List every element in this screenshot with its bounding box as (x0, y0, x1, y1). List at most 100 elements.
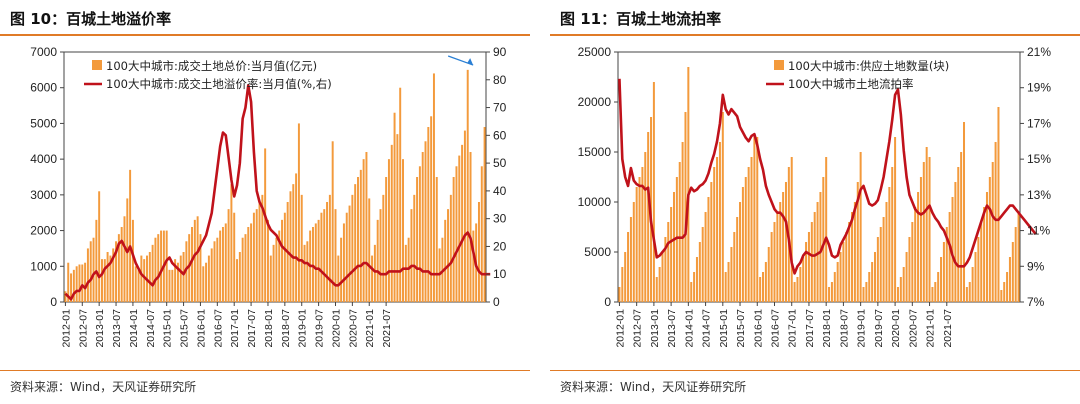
bar (638, 177, 641, 302)
bar (750, 157, 753, 302)
bar (323, 209, 326, 302)
bar (974, 252, 977, 302)
right-axis-tick-label: 90 (493, 45, 507, 59)
bar (281, 219, 284, 302)
legend: 100大中城市:成交土地总价:当月值(亿元) 100大中城市:成交土地溢价率:当月… (84, 59, 332, 91)
legend-line-label: 100大中城市土地流拍率 (788, 77, 913, 91)
bar (148, 252, 151, 302)
figure-title: 图 10：百城土地溢价率 (10, 10, 172, 28)
bar (807, 232, 810, 302)
legend-bar-swatch (92, 60, 102, 70)
legend-line-label: 100大中城市:成交土地溢价率:当月值(%,右) (106, 77, 332, 91)
bar (289, 191, 292, 302)
bar (965, 287, 968, 302)
bar (957, 167, 960, 302)
bar (873, 252, 876, 302)
bar (131, 219, 134, 302)
bar (101, 259, 103, 302)
legend-bar-label: 100大中城市:成交土地总价:当月值(亿元) (106, 59, 317, 73)
bar (272, 244, 275, 302)
bar (373, 244, 376, 302)
bar (236, 259, 239, 302)
bar (328, 194, 331, 302)
bar (379, 209, 382, 302)
left-axis-tick-label: 25000 (578, 45, 612, 59)
bar (258, 202, 261, 302)
bar (1014, 227, 1017, 302)
x-axis-tick-label: 2014-07 (701, 309, 713, 348)
x-axis-tick-label: 2018-07 (280, 309, 292, 348)
x-axis-tick-label: 2015-01 (718, 309, 730, 348)
bar (968, 282, 971, 302)
bar (449, 194, 452, 302)
bar (424, 141, 427, 302)
bar (106, 252, 109, 302)
bar (216, 237, 219, 302)
bar (997, 107, 1000, 302)
bar (72, 269, 75, 302)
right-axis-tick-label: 11% (1027, 224, 1050, 238)
title-rule (550, 34, 1080, 36)
bar (805, 242, 808, 302)
bar (84, 262, 87, 302)
bar (334, 209, 337, 302)
bar (816, 202, 819, 302)
bar (418, 166, 421, 302)
bar (165, 230, 168, 302)
left-axis-tick-label: 7000 (30, 45, 57, 59)
bar (233, 212, 236, 302)
bar (432, 73, 435, 303)
bar (842, 242, 845, 302)
bar (95, 219, 98, 302)
x-axis-tick-label: 2017-01 (787, 309, 799, 348)
bar (971, 267, 974, 302)
bar (647, 132, 650, 302)
bar (718, 142, 721, 302)
bar (357, 177, 359, 302)
bar-series (618, 67, 1020, 302)
bar (430, 116, 433, 302)
bar (416, 177, 419, 302)
legend-bar-label: 100大中城市:供应土地数量(块) (788, 59, 949, 73)
x-axis-tick-label: 2012-01 (614, 309, 626, 348)
bottom-rule (550, 370, 1080, 371)
right-axis-tick-label: 10 (493, 267, 507, 281)
bar (461, 144, 464, 302)
chart-panel-failed-auction: 图 11：百城土地流拍率 0 5000 10000 15000 20000 25000 7%… (550, 0, 1080, 404)
bar (687, 67, 690, 302)
bar (185, 241, 188, 302)
bar (753, 137, 756, 302)
bar (627, 232, 630, 302)
bar (81, 264, 84, 302)
bar (140, 255, 143, 302)
right-axis-tick-label: 80 (493, 73, 507, 87)
bar (730, 247, 733, 302)
bar (914, 207, 917, 302)
bar (376, 219, 379, 302)
right-axis-tick-label: 40 (493, 184, 507, 198)
bar (618, 287, 621, 302)
bar (919, 177, 922, 302)
bar (624, 252, 627, 302)
bar (402, 159, 404, 302)
bar (994, 142, 997, 302)
bar (472, 230, 475, 302)
line-series (64, 84, 491, 301)
bar (241, 237, 244, 302)
line-series (618, 78, 1037, 275)
bar (227, 209, 230, 302)
bar (359, 169, 362, 302)
bar (851, 212, 854, 302)
left-axis-tick-label: 3000 (30, 188, 57, 202)
x-axis-tick-label: 2019-01 (856, 309, 868, 348)
bar (171, 269, 174, 302)
bar (160, 230, 163, 302)
bar (297, 123, 300, 303)
bar (331, 141, 334, 302)
bar (862, 287, 865, 302)
bar (865, 282, 868, 302)
x-axis-tick-label: 2013-07 (666, 309, 678, 348)
bar (762, 272, 765, 302)
x-axis-tick-label: 2021-01 (925, 309, 937, 348)
bar (899, 277, 902, 302)
